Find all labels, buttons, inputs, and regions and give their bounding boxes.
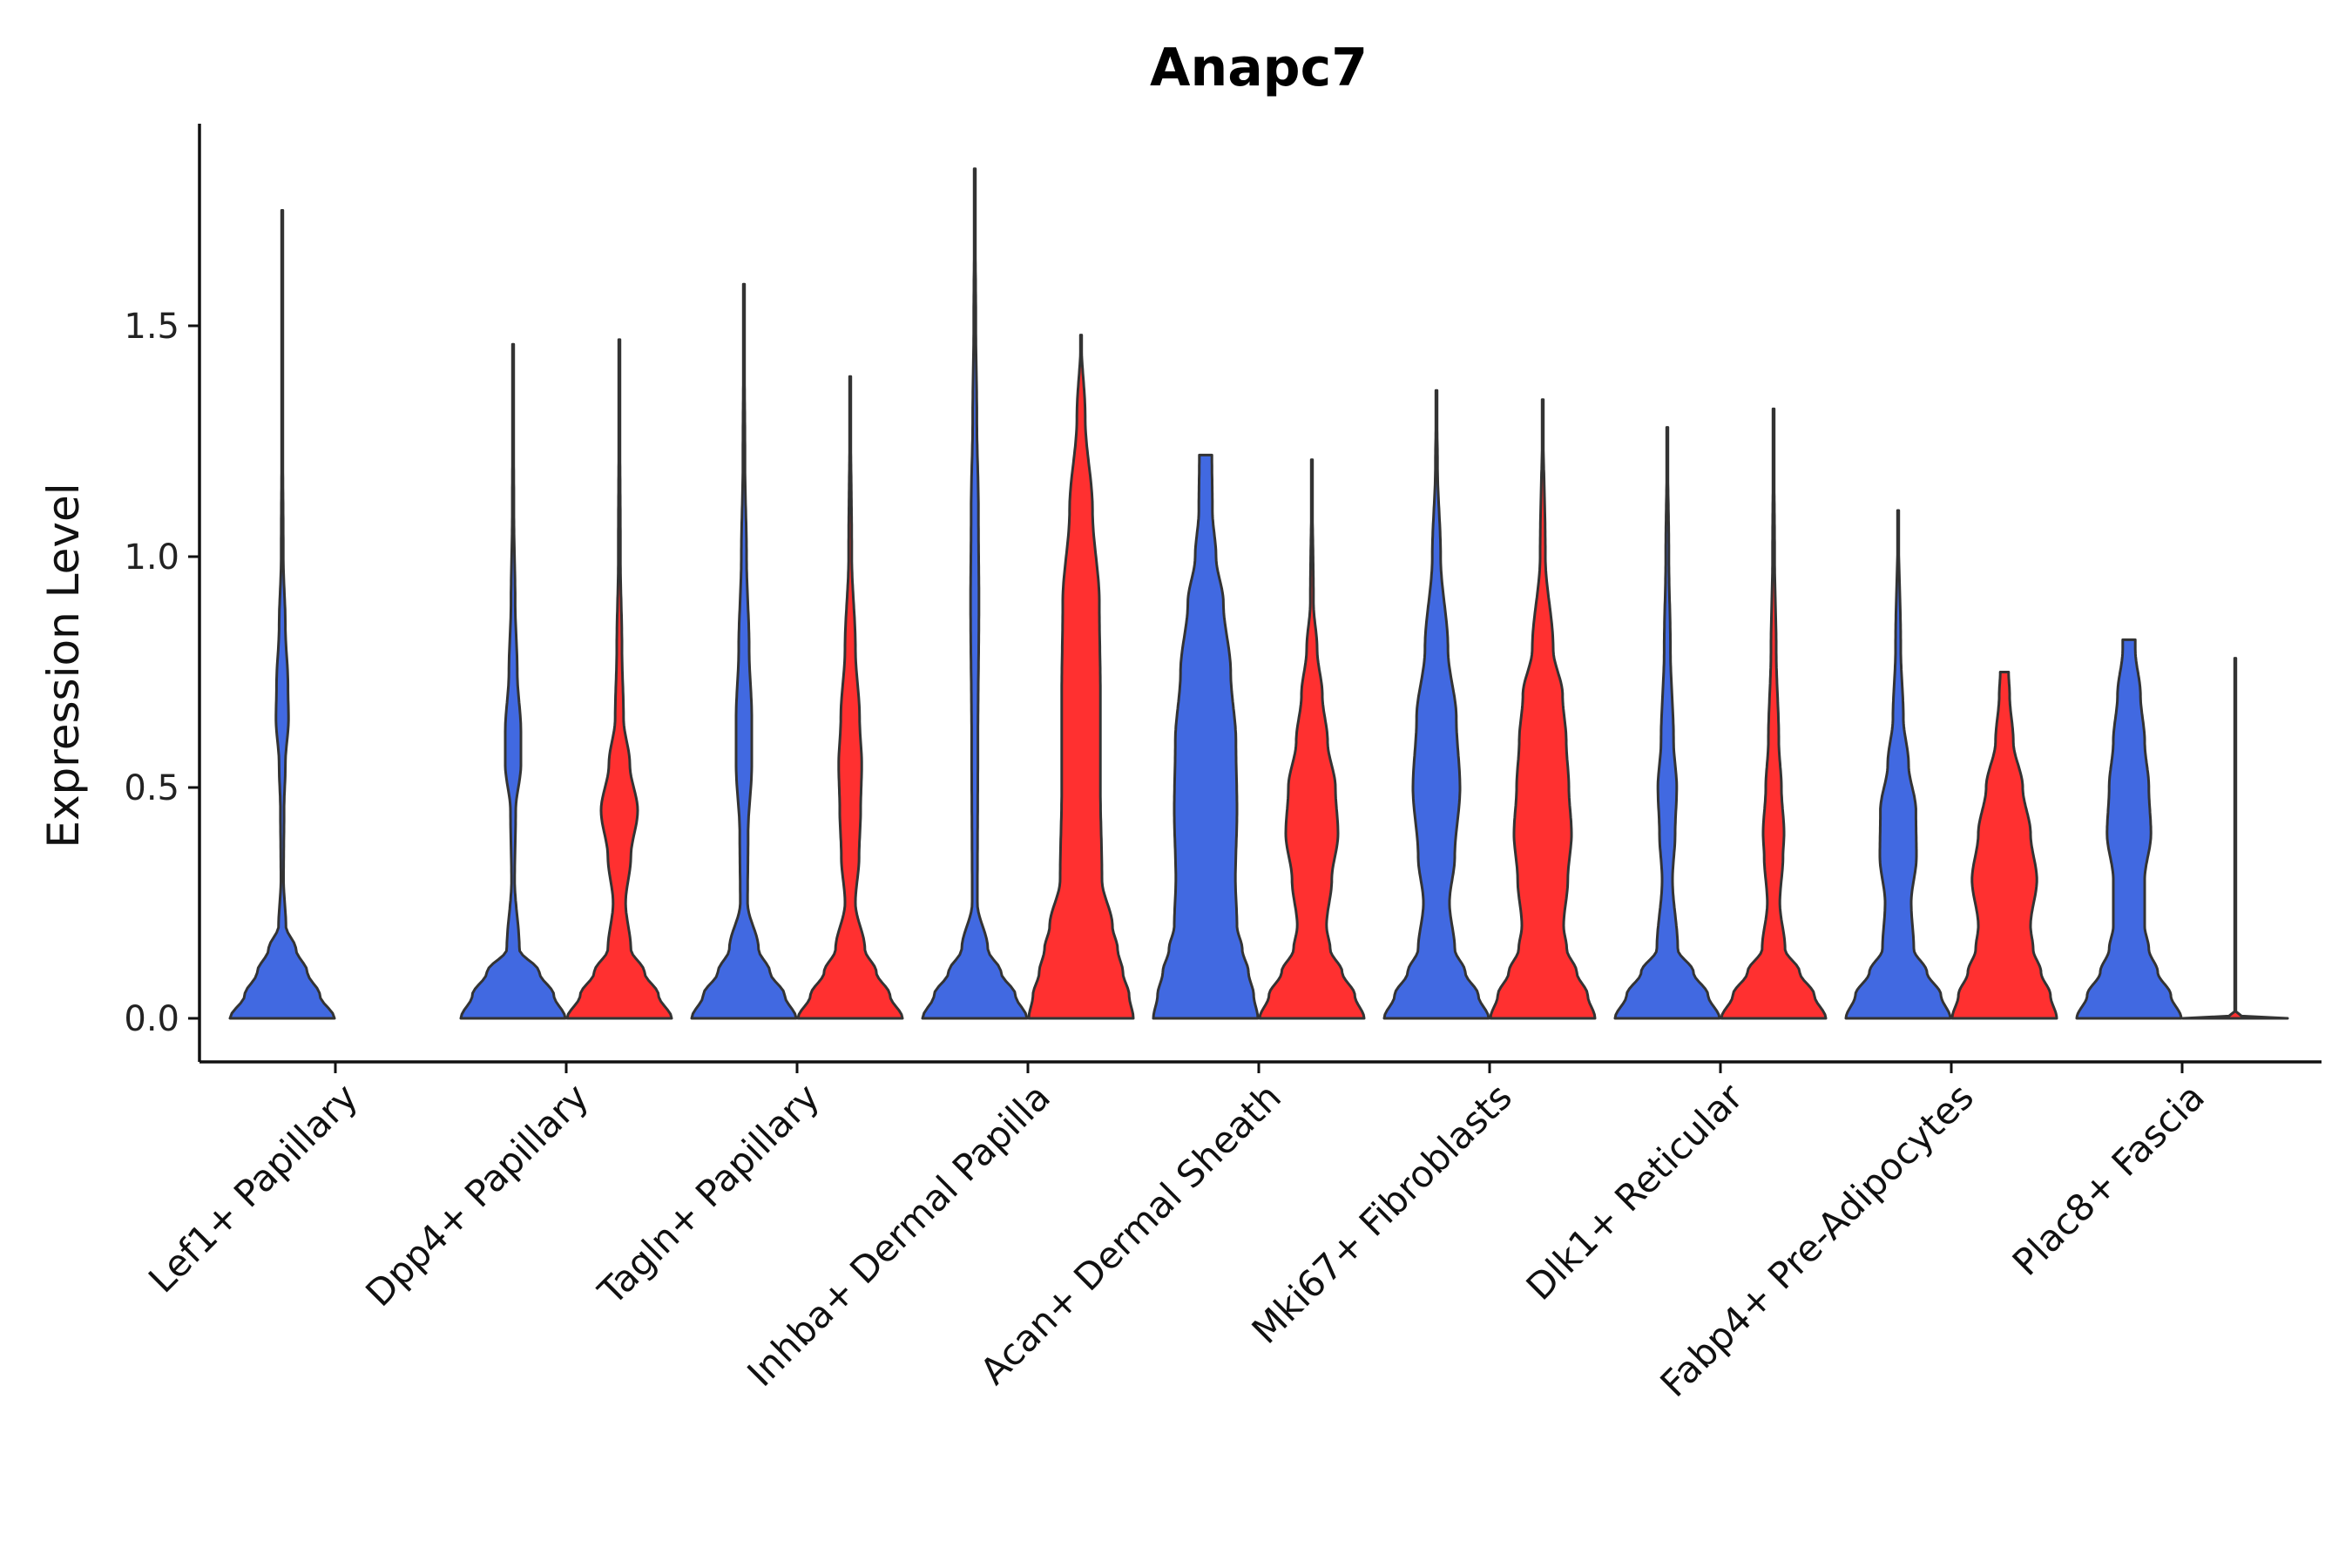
violin-blue (2075, 638, 2183, 1020)
x-tick-label: Mki67+ Fibroblasts (1244, 1075, 1520, 1351)
violin-red (2181, 657, 2289, 1020)
y-tick-label: 1.5 (124, 307, 179, 347)
violin-blue (228, 209, 336, 1020)
violin-red (1489, 398, 1597, 1020)
violin-blue (1152, 453, 1260, 1020)
y-axis-title: Expression Level (38, 483, 89, 848)
y-tick-label: 0.5 (124, 768, 179, 808)
violin-group (228, 167, 2289, 1020)
violin-red (1027, 334, 1135, 1020)
x-tick-label: Dlk1+ Reticular (1518, 1075, 1752, 1308)
x-tick-label: Dpp4+ Papillary (357, 1075, 597, 1315)
violin-blue (1613, 426, 1721, 1020)
x-tick-label: Plac8+ Fascia (2004, 1075, 2213, 1283)
violin-blue (1844, 509, 1952, 1020)
y-tick-label: 1.0 (124, 537, 179, 578)
y-axis: 0.0 0.5 1.0 1.5 (124, 124, 201, 1062)
violin-blue (921, 167, 1029, 1020)
violin-blue (690, 282, 798, 1020)
x-tick-label: Lef1+ Papillary (140, 1075, 366, 1301)
violin-blue (459, 342, 567, 1020)
y-tick-label: 0.0 (124, 999, 179, 1039)
violin-red (565, 338, 673, 1020)
chart-title: Anapc7 (1150, 37, 1368, 98)
violin-red (1258, 458, 1366, 1020)
violin-red (1950, 671, 2058, 1020)
x-tick-label: Tagln+ Papillary (590, 1075, 828, 1313)
violin-red (1720, 407, 1828, 1020)
violin-red (796, 375, 904, 1020)
violin-blue (1382, 389, 1490, 1020)
